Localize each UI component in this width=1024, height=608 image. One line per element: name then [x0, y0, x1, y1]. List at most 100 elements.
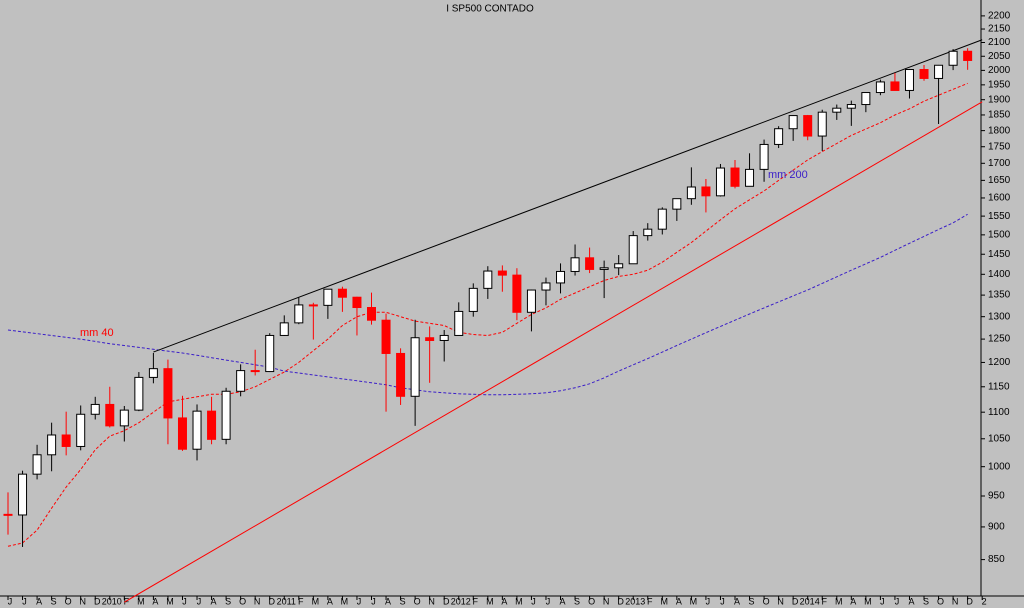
x-tick-label: O [414, 596, 421, 606]
candle-body [759, 143, 769, 170]
candle-body [134, 376, 144, 411]
y-tick-label: 1950 [988, 79, 1011, 90]
candle-body [396, 352, 406, 397]
candle-body [628, 235, 638, 265]
candle-body [18, 473, 28, 516]
y-tick-label: 2100 [988, 37, 1011, 48]
candle-body [279, 322, 289, 336]
x-tick-label: S [574, 596, 580, 606]
candle-body [919, 69, 929, 79]
x-tick-label: N [603, 596, 610, 606]
x-tick-label: J [895, 596, 900, 606]
trend-line [153, 39, 983, 353]
x-tick-label: N [428, 596, 435, 606]
x-tick-label: N [79, 596, 86, 606]
y-tick-label: 1000 [988, 461, 1011, 472]
x-tick-label: A [385, 596, 391, 606]
candle-body [323, 288, 333, 306]
x-tick-label: N [254, 596, 261, 606]
y-tick-label: 850 [988, 554, 1005, 565]
candle-body [846, 104, 856, 109]
x-tick-label: J [531, 596, 536, 606]
y-tick-label: 1750 [988, 141, 1011, 152]
y-tick-label: 2050 [988, 51, 1011, 62]
x-tick-label: F [473, 596, 479, 606]
x-tick-label: 2012 [451, 596, 471, 606]
candle-body [875, 81, 885, 94]
candle-body [526, 289, 536, 313]
x-tick-label: D [443, 596, 450, 606]
y-tick-label: 1600 [988, 193, 1011, 204]
candle-body [686, 186, 696, 200]
y-tick-label: 1250 [988, 334, 1011, 345]
x-tick-label: A [152, 596, 158, 606]
x-tick-label: J [371, 596, 376, 606]
candle-body [250, 370, 260, 373]
x-tick-label: D [268, 596, 275, 606]
candle-body [788, 115, 798, 130]
candle-body [236, 370, 246, 392]
x-tick-label: M [661, 596, 669, 606]
candle-body [832, 107, 842, 113]
y-tick-label: 1700 [988, 158, 1011, 169]
candle-body [61, 434, 71, 447]
x-tick-label: J [357, 596, 362, 606]
y-tick-label: 1150 [988, 381, 1010, 392]
x-tick-label: F [647, 596, 653, 606]
x-tick-label: A [211, 596, 217, 606]
x-tick-label: S [749, 596, 755, 606]
x-tick-label: A [501, 596, 507, 606]
candle-body [32, 454, 42, 475]
x-tick-label: D [94, 596, 101, 606]
x-tick-label: F [821, 596, 827, 606]
x-tick-label: O [65, 596, 72, 606]
x-tick-label: J [8, 596, 13, 606]
x-tick-label: D [792, 596, 799, 606]
x-tick-label: M [312, 596, 320, 606]
x-tick-label: M [690, 596, 698, 606]
x-tick-label: A [850, 596, 856, 606]
candle-body [817, 111, 827, 137]
x-tick-label: M [515, 596, 523, 606]
candle-body [468, 287, 478, 312]
y-tick-label: 2000 [988, 65, 1011, 76]
candle-body [177, 417, 187, 450]
x-tick-label: M [341, 596, 349, 606]
candle-body [367, 307, 376, 321]
candle-body [774, 128, 784, 145]
x-tick-label: A [734, 596, 740, 606]
y-tick-label: 1300 [988, 311, 1011, 322]
x-tick-label: F [298, 596, 304, 606]
candle-body [308, 304, 318, 307]
x-tick-label: O [763, 596, 770, 606]
candle-body [657, 208, 667, 230]
x-tick-label: M [835, 596, 843, 606]
candle-body [861, 92, 871, 106]
x-tick-label: 2014 [800, 596, 820, 606]
y-tick-label: 2150 [988, 24, 1011, 35]
x-tick-label: M [137, 596, 145, 606]
candle-body [425, 337, 435, 341]
y-tick-label: 1450 [988, 249, 1011, 260]
candle-body [672, 198, 682, 210]
x-tick-label: J [720, 596, 725, 606]
candle-body [163, 368, 173, 419]
x-tick-label: S [51, 596, 57, 606]
candle-body [890, 81, 900, 91]
x-tick-label: 2011 [277, 596, 296, 606]
x-tick-label: J [22, 596, 27, 606]
y-tick-label: 1650 [988, 175, 1011, 186]
candle-body [454, 310, 464, 336]
series-label: mm 200 [768, 169, 808, 181]
x-tick-label: O [239, 596, 246, 606]
y-tick-label: 1050 [988, 433, 1011, 444]
y-tick-label: 950 [988, 491, 1005, 502]
x-tick-label: A [676, 596, 682, 606]
x-tick-label: M [166, 596, 174, 606]
x-tick-label: 2 [982, 596, 987, 606]
y-tick-label: 1350 [988, 290, 1011, 301]
x-tick-label: 2010 [102, 596, 122, 606]
candle-body [585, 257, 595, 270]
